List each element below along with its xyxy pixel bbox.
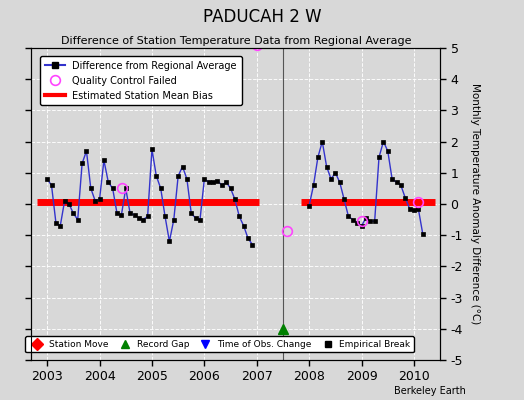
Title: Difference of Station Temperature Data from Regional Average: Difference of Station Temperature Data f… <box>61 36 411 46</box>
Text: Berkeley Earth: Berkeley Earth <box>395 386 466 396</box>
Text: PADUCAH 2 W: PADUCAH 2 W <box>203 8 321 26</box>
Y-axis label: Monthly Temperature Anomaly Difference (°C): Monthly Temperature Anomaly Difference (… <box>470 83 480 325</box>
Legend: Station Move, Record Gap, Time of Obs. Change, Empirical Break: Station Move, Record Gap, Time of Obs. C… <box>25 336 414 352</box>
